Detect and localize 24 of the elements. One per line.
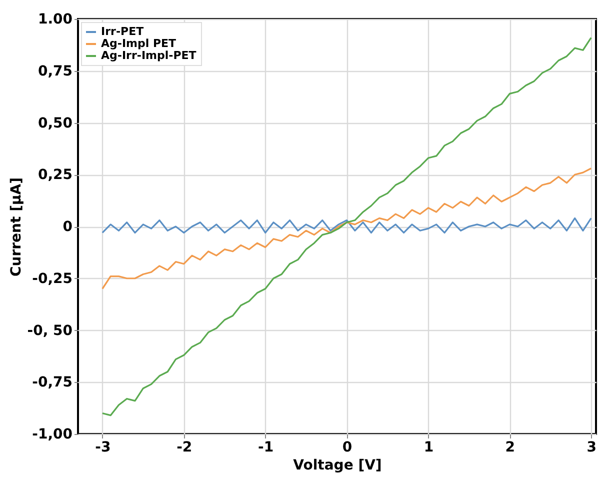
x-axis-title: Voltage [V] [293,458,382,474]
y-tick-label: -1,00 [32,426,73,442]
legend-label: Irr-PET [101,25,144,38]
line-series [102,168,592,290]
y-axis-title: Current [µA] [8,177,24,277]
x-tick-label: 0 [342,440,352,456]
x-tick-label: 2 [505,440,516,456]
y-tick-label: -0,25 [32,270,72,287]
y-tick-label: -0,75 [32,374,72,391]
x-tick-label: 3 [586,440,596,456]
legend-label: Ag-Impl PET [101,37,177,50]
x-tick-label: -1 [258,440,274,456]
x-tick-label: -2 [176,440,192,456]
line-series [102,36,592,416]
y-tick-label: 0,25 [38,167,72,184]
y-tick-label: 0,75 [38,63,72,80]
y-tick-label: 1.00 [38,12,73,28]
x-tick-label: 1 [424,440,434,456]
x-tick-label: -3 [95,440,111,456]
legend-label: Ag-Irr-Impl-PET [101,49,197,62]
y-tick-label: -0, 50 [27,322,73,339]
y-tick-label: 0 [62,219,73,235]
y-tick-label: 0,50 [38,115,73,132]
line-series [102,217,592,234]
